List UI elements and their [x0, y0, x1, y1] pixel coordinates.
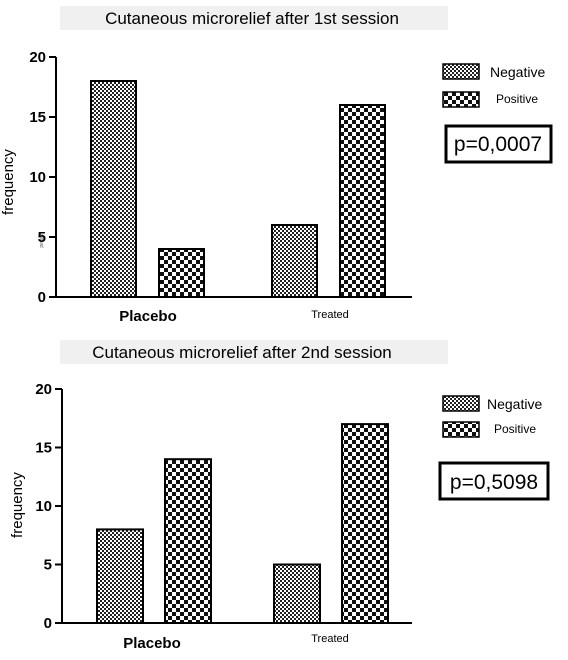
legend: Negative Positive [442, 63, 545, 108]
y-tick-label: 15 [29, 109, 46, 126]
bar-placebo-negative [96, 528, 144, 625]
y-tick-label: 5 [38, 229, 46, 246]
chart-1: Cutaneous microrelief after 1st session … [0, 6, 553, 325]
bar-treated-positive [339, 104, 386, 298]
y-tick-label: 5 [44, 557, 52, 574]
bars [90, 80, 386, 298]
chart-title: Cutaneous microrelief after 1st session [105, 9, 399, 28]
y-axis-label: frequency [9, 472, 26, 538]
chart-title: Cutaneous microrelief after 2nd session [92, 343, 392, 362]
legend: Negative Positive [442, 395, 542, 438]
p-value: p=0,0007 [454, 133, 542, 156]
y-tick-label: 0 [38, 289, 46, 306]
p-value: p=0,5098 [450, 471, 538, 494]
legend-label-positive: Positive [494, 422, 536, 436]
category-label-placebo: Placebo [119, 308, 177, 325]
y-tick-label: 10 [29, 169, 46, 186]
y-tick-label: 10 [35, 498, 52, 515]
y-tick-label: 20 [35, 381, 52, 398]
title-band [60, 6, 448, 30]
bar-placebo-positive [158, 248, 205, 298]
legend-swatch-positive [442, 91, 480, 108]
small-axis-text: person [39, 232, 45, 248]
category-label-treated: Treated [311, 633, 349, 645]
legend-label-negative: Negative [490, 64, 545, 80]
title-band [60, 340, 448, 364]
y-tick-label: 20 [29, 49, 46, 66]
legend-swatch-positive [442, 421, 480, 438]
legend-swatch-negative [442, 395, 480, 412]
bar-treated-positive [341, 423, 389, 624]
bar-treated-negative [273, 563, 321, 624]
p-value-box [444, 124, 553, 164]
y-axis-label: frequency [0, 149, 17, 215]
bar-placebo-positive [164, 458, 212, 625]
bars [96, 423, 389, 625]
chart-2: Cutaneous microrelief after 2nd session … [9, 340, 550, 652]
legend-label-negative: Negative [487, 396, 542, 412]
category-label-placebo: Placebo [123, 635, 181, 652]
y-ticks: 0 5 10 15 20 [35, 381, 62, 632]
y-tick-label: 15 [35, 440, 52, 457]
p-value-box [438, 461, 550, 501]
bar-placebo-negative [90, 80, 137, 298]
bar-treated-negative [271, 224, 318, 298]
y-ticks: 0 5 10 15 20 [29, 49, 56, 306]
y-tick-label: 0 [44, 615, 52, 632]
legend-swatch-negative [442, 63, 480, 80]
legend-label-positive: Positive [496, 92, 538, 106]
category-label-treated: Treated [311, 309, 349, 321]
